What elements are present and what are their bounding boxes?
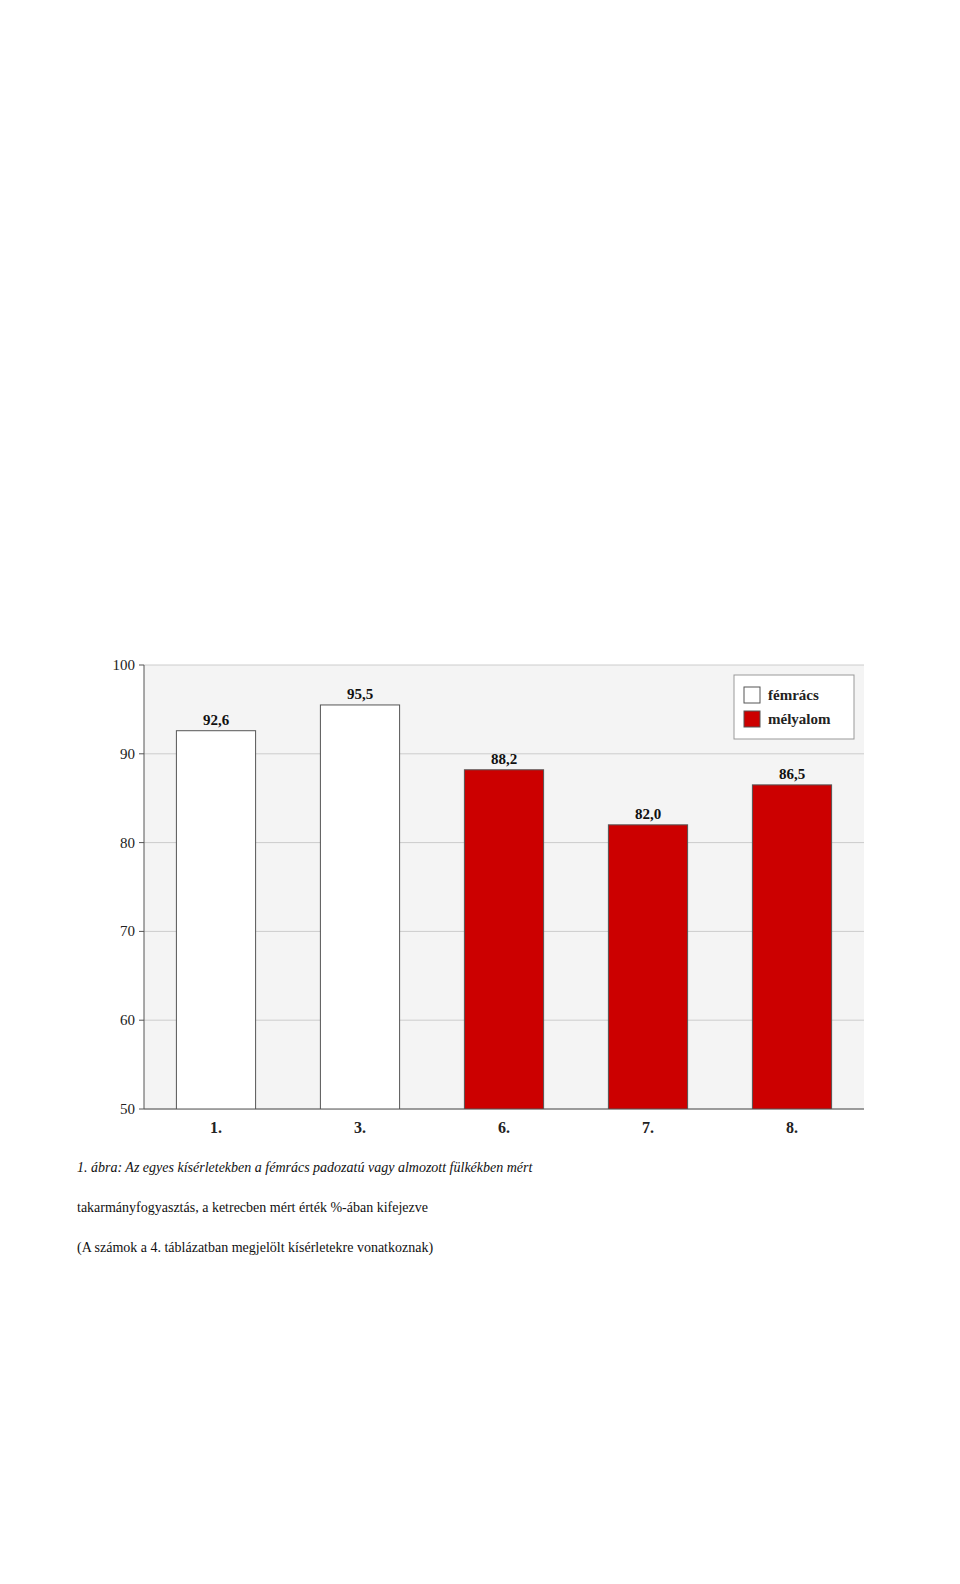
legend: fémrács mélyalom xyxy=(734,675,854,739)
data-label: 92,6 xyxy=(203,712,230,728)
y-tick-label: 100 xyxy=(113,657,136,673)
caption: (A számok a 4. táblázatban megjelölt kís… xyxy=(77,1240,433,1256)
y-tick-label: 70 xyxy=(120,923,135,939)
y-tick-label: 90 xyxy=(120,746,135,762)
chart: 50 60 70 80 90 100 92,6 95,5 88,2 82,0 86,5 1. 3. 6. 7… xyxy=(0,0,960,1584)
bar xyxy=(176,731,255,1109)
y-tick xyxy=(139,842,144,843)
legend-label: mélyalom xyxy=(768,711,831,727)
x-tick-label: 8. xyxy=(786,1119,798,1136)
data-label: 82,0 xyxy=(635,806,661,822)
bar xyxy=(320,705,399,1109)
y-tick-label: 50 xyxy=(120,1101,135,1117)
grid-line xyxy=(144,1109,864,1110)
data-label: 95,5 xyxy=(347,686,373,702)
x-tick-label: 6. xyxy=(498,1119,510,1136)
legend-label: fémrács xyxy=(768,687,819,703)
legend-swatch xyxy=(744,711,760,727)
caption: takarmányfogyasztás, a ketrecben mért ér… xyxy=(77,1200,428,1215)
y-tick xyxy=(139,665,144,666)
bar xyxy=(752,785,831,1109)
x-tick-label: 1. xyxy=(210,1119,222,1136)
y-tick-label: 80 xyxy=(120,835,135,851)
y-tick xyxy=(139,931,144,932)
bars xyxy=(176,705,831,1109)
y-tick-label: 60 xyxy=(120,1012,135,1028)
y-axis-line xyxy=(144,665,145,1109)
legend-swatch xyxy=(744,687,760,703)
y-tick xyxy=(139,753,144,754)
y-tick xyxy=(139,1020,144,1021)
data-label: 86,5 xyxy=(779,766,805,782)
grid-line xyxy=(144,665,864,666)
y-tick xyxy=(139,1109,144,1110)
data-label: 88,2 xyxy=(491,751,517,767)
x-tick-label: 3. xyxy=(354,1119,366,1136)
x-axis-line xyxy=(144,1109,864,1110)
bar xyxy=(464,770,543,1109)
x-tick-label: 7. xyxy=(642,1119,654,1136)
caption: 1. ábra: Az egyes kísérletekben a fémrác… xyxy=(77,1160,534,1175)
legend-box xyxy=(734,675,854,739)
bar xyxy=(608,825,687,1109)
